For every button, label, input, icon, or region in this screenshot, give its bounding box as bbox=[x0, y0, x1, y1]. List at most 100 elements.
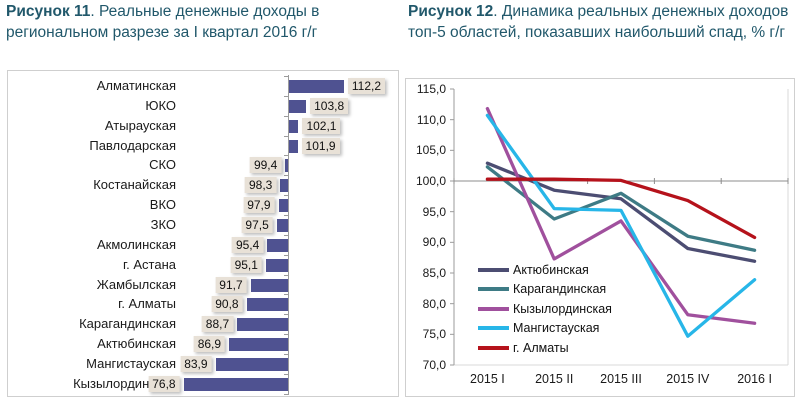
y-tick-label: 85,0 bbox=[422, 266, 446, 280]
x-tick-label: 2015 II bbox=[535, 372, 574, 386]
legend-line-swatch bbox=[478, 267, 509, 272]
figure-12-title-text: . Динамика реальных денежных доходов топ… bbox=[408, 3, 789, 41]
category-label: ВКО bbox=[149, 197, 176, 213]
axis-tick bbox=[284, 195, 288, 197]
category-label: Жамбылская bbox=[96, 276, 176, 292]
y-tick-label: 115,0 bbox=[416, 82, 446, 96]
axis-tick bbox=[284, 214, 288, 216]
bar bbox=[246, 298, 288, 312]
axis-tick bbox=[284, 135, 288, 137]
figure-11-title-text: . Реальные денежные доходы в регионально… bbox=[6, 3, 320, 41]
axis-tick bbox=[284, 294, 288, 296]
axis-tick bbox=[284, 175, 288, 177]
axis-tick bbox=[284, 274, 288, 276]
legend-line-swatch bbox=[478, 306, 509, 311]
value-label: 83,9 bbox=[180, 355, 212, 372]
axis-tick bbox=[284, 76, 288, 77]
legend-item: г. Алматы bbox=[478, 338, 612, 358]
figure-12-line-chart: 115,0 110,0 105,0 100,0 95,0 90,0 85,0 80,0 75,0… bbox=[405, 78, 795, 397]
bar bbox=[280, 179, 288, 193]
value-label: 76,8 bbox=[148, 375, 180, 392]
value-label: 97,9 bbox=[243, 197, 275, 214]
category-label: СКО bbox=[149, 157, 176, 173]
axis-tick bbox=[284, 373, 288, 375]
legend-label: Кызылординская bbox=[513, 301, 612, 316]
axis-tick bbox=[284, 155, 288, 157]
value-label: 101,9 bbox=[301, 137, 340, 154]
y-tick-label: 110,0 bbox=[416, 112, 446, 127]
value-label: 103,8 bbox=[310, 97, 349, 114]
y-tick-label: 75,0 bbox=[422, 327, 446, 342]
y-tick-label: 70,0 bbox=[422, 358, 446, 372]
legend-label: Мангистауская bbox=[513, 321, 600, 336]
x-tick-label: 2015 I bbox=[470, 372, 505, 386]
y-tick-label: 100,0 bbox=[415, 174, 446, 188]
bar bbox=[289, 119, 299, 133]
series-line-Карагандинская bbox=[485, 165, 757, 252]
figure-12-title-number: Рисунок 12 bbox=[408, 3, 494, 20]
category-label: ЮКО bbox=[145, 97, 176, 113]
y-tick-label: 95,0 bbox=[422, 204, 446, 219]
category-label: Алматинская bbox=[96, 78, 176, 93]
bar bbox=[215, 357, 288, 371]
y-tick-label: 105,0 bbox=[415, 143, 446, 158]
category-label: Атырауская bbox=[104, 117, 176, 133]
axis-tick bbox=[284, 95, 288, 97]
value-label: 86,9 bbox=[193, 336, 226, 353]
axis-tick bbox=[284, 353, 288, 355]
bar bbox=[229, 338, 288, 352]
x-tick-label: 2015 IV bbox=[666, 372, 710, 386]
value-label: 99,4 bbox=[249, 157, 282, 174]
value-label: 95,4 bbox=[231, 236, 264, 253]
x-tick-label: 2016 I bbox=[737, 372, 772, 386]
value-label: 88,7 bbox=[201, 316, 234, 333]
category-label: Павлодарская bbox=[89, 137, 176, 153]
value-label: 90,8 bbox=[211, 296, 243, 313]
bar bbox=[183, 377, 288, 391]
axis-tick bbox=[284, 314, 288, 316]
bar bbox=[289, 80, 344, 93]
category-label: Карагандинская bbox=[79, 316, 176, 332]
line-plot-area bbox=[450, 88, 789, 366]
bar bbox=[289, 99, 307, 113]
axis-tick bbox=[284, 393, 288, 395]
bar bbox=[267, 238, 288, 252]
axis-tick bbox=[284, 234, 288, 236]
value-label: 97,5 bbox=[241, 216, 273, 233]
legend-label: Карагандинская bbox=[513, 282, 607, 297]
legend-line-swatch bbox=[478, 326, 509, 331]
series-line-Мангистауская bbox=[485, 113, 757, 338]
series-line-г. Алматы bbox=[485, 177, 757, 240]
figure-11-title: Рисунок 11. Реальные денежные доходы в р… bbox=[6, 2, 398, 43]
category-label: Костанайская bbox=[93, 177, 176, 193]
bar-baseline-axis bbox=[288, 75, 289, 395]
axis-tick bbox=[284, 115, 288, 117]
axis-tick bbox=[284, 334, 288, 336]
category-label: г. Алматы bbox=[118, 296, 176, 312]
legend-label: Актюбинская bbox=[513, 262, 589, 277]
legend-item: Карагандинская bbox=[478, 280, 612, 300]
category-label: Акмолинская bbox=[96, 236, 176, 252]
axis-tick bbox=[284, 254, 288, 256]
category-label: Мангистауская bbox=[86, 355, 176, 371]
figure-11-bar-chart: Алматинская 112,2 ЮКО 103,8 Атырауская 102,1 П… bbox=[7, 70, 399, 397]
legend-label: г. Алматы bbox=[513, 340, 569, 355]
legend-item: Кызылординская bbox=[478, 299, 612, 319]
y-tick-label: 80,0 bbox=[422, 296, 446, 311]
legend-item: Мангистауская bbox=[478, 319, 612, 339]
category-label: ЗКО bbox=[150, 216, 176, 232]
bar bbox=[285, 159, 288, 173]
category-label: г. Астана bbox=[123, 256, 176, 272]
legend: Актюбинская Карагандинская Кызылординская М… bbox=[478, 260, 612, 358]
bar bbox=[276, 218, 288, 232]
value-label: 102,1 bbox=[302, 117, 341, 134]
value-label: 91,7 bbox=[215, 276, 247, 293]
bar bbox=[250, 278, 288, 292]
bar bbox=[278, 199, 288, 213]
x-tick-label: 2015 III bbox=[600, 372, 642, 386]
y-tick-label: 90,0 bbox=[422, 235, 446, 250]
category-label: Актюбинская bbox=[97, 336, 176, 352]
bar bbox=[265, 258, 288, 272]
series-line-Актюбинская bbox=[485, 161, 757, 263]
